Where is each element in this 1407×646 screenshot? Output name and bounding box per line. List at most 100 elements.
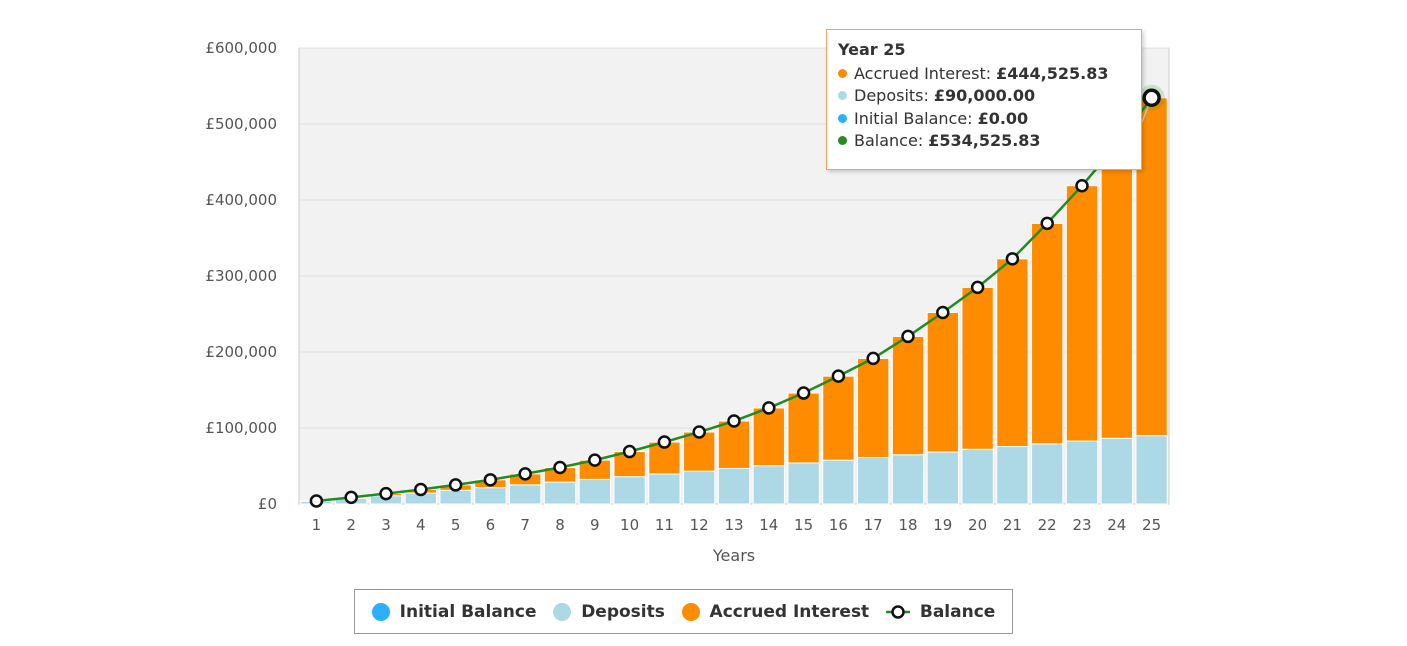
x-tick-label: 10 — [620, 516, 639, 534]
deposits-legend-icon — [553, 602, 572, 621]
x-tick-label: 6 — [486, 516, 496, 534]
tooltip-label: Initial Balance: — [854, 108, 973, 128]
accrued-interest-legend-icon — [681, 602, 700, 621]
x-tick-label: 14 — [759, 516, 778, 534]
y-tick-label: £300,000 — [205, 267, 277, 285]
x-tick-label: 19 — [933, 516, 952, 534]
y-tick-label: £500,000 — [205, 115, 277, 133]
balance-point — [762, 401, 776, 415]
bar-accrued-interest — [717, 420, 751, 469]
balance-point — [692, 425, 706, 439]
bar-deposits — [891, 454, 925, 505]
legend-item-initial-balance[interactable]: Initial Balance — [371, 601, 537, 622]
bar-accrued-interest — [1100, 144, 1133, 439]
balance-point — [553, 460, 567, 475]
x-tick-label: 18 — [898, 516, 917, 534]
bar-accrued-interest — [1031, 222, 1064, 445]
x-tick-label: 13 — [724, 516, 743, 534]
balance-point — [1040, 216, 1054, 231]
balance-point — [622, 444, 637, 459]
y-tick-label: £200,000 — [205, 343, 277, 361]
y-tick-label: £100,000 — [205, 419, 277, 437]
legend-item-balance[interactable]: Balance — [885, 601, 996, 622]
balance-line-legend-icon — [885, 604, 910, 619]
bar-accrued-interest — [822, 375, 855, 461]
legend-label: Deposits — [581, 601, 665, 622]
x-tick-label: 4 — [416, 516, 426, 534]
x-tick-label: 25 — [1142, 516, 1161, 534]
y-tick-label: £400,000 — [205, 191, 277, 209]
tooltip-label: Deposits: — [854, 86, 929, 106]
balance-point — [379, 486, 393, 501]
x-tick-label: 24 — [1107, 516, 1126, 534]
balance-point-highlighted — [1142, 88, 1161, 108]
balance-point — [727, 414, 741, 428]
bar-deposits — [996, 446, 1029, 505]
balance-point — [796, 386, 811, 400]
balance-point — [309, 494, 324, 508]
legend-label: Accrued Interest — [709, 601, 870, 622]
bar-deposits — [543, 481, 577, 505]
bar-deposits — [787, 462, 820, 505]
bar-deposits — [1135, 435, 1168, 505]
bar-deposits — [509, 484, 542, 505]
x-tick-label: 23 — [1072, 516, 1091, 534]
x-tick-label: 17 — [864, 516, 883, 534]
x-tick-label: 1 — [312, 516, 322, 534]
balance-point — [831, 369, 846, 383]
balance-point — [344, 490, 358, 505]
bar-deposits — [613, 476, 646, 505]
balance-point — [483, 473, 498, 487]
bar-accrued-interest — [926, 311, 959, 453]
accrued-interest-dot-icon — [838, 68, 847, 78]
legend-label: Balance — [919, 601, 996, 622]
bar-deposits — [717, 467, 751, 505]
x-tick-label: 7 — [520, 516, 530, 534]
bar-deposits — [926, 451, 959, 505]
bar-deposits — [857, 456, 890, 505]
bar-deposits — [1065, 440, 1099, 505]
tooltip-row-accrued-interest: Accrued Interest: £444,525.83 — [838, 62, 1130, 85]
x-axis-ticks: 1 2 3 4 5 6 7 8 9 10 11 12 13 14 15 16 17 18 19 20 21 22 23 24 2… — [312, 516, 1162, 534]
x-tick-label: 11 — [655, 516, 674, 534]
y-axis-ticks: £0 £100,000 £200,000 £300,000 £400,000 £500,0… — [205, 39, 277, 513]
x-tick-label: 2 — [346, 516, 356, 534]
x-tick-label: 8 — [555, 516, 565, 534]
bar-series — [300, 97, 1168, 505]
bar-deposits — [822, 459, 855, 505]
legend-item-deposits[interactable]: Deposits — [553, 602, 665, 622]
x-tick-label: 22 — [1038, 516, 1057, 534]
bar-deposits — [683, 470, 716, 505]
initial-balance-dot-icon — [838, 113, 847, 123]
balance-dot-icon — [838, 136, 847, 146]
bar-accrued-interest — [787, 392, 820, 464]
balance-point — [657, 435, 672, 449]
balance-point — [1005, 252, 1020, 266]
balance-point — [866, 351, 880, 366]
tooltip-row-balance: Balance: £534,525.83 — [838, 130, 1130, 153]
x-tick-label: 16 — [829, 516, 848, 534]
bar-accrued-interest — [857, 357, 890, 458]
deposits-dot-icon — [838, 91, 847, 101]
tooltip: Year 25 Accrued Interest: £444,525.83 De… — [826, 29, 1142, 170]
balance-point — [970, 280, 985, 295]
tooltip-label: Balance: — [854, 131, 924, 151]
balance-point — [518, 467, 532, 481]
tooltip-value: £534,525.83 — [928, 131, 1041, 151]
bar-accrued-interest — [996, 258, 1029, 448]
bar-deposits — [1031, 443, 1064, 505]
tooltip-value: £0.00 — [977, 108, 1029, 128]
bar-deposits — [474, 487, 507, 505]
legend-label: Initial Balance — [399, 601, 537, 622]
tooltip-title: Year 25 — [838, 40, 906, 59]
x-tick-label: 3 — [381, 516, 391, 534]
x-tick-label: 9 — [590, 516, 600, 534]
bar-deposits — [752, 465, 785, 505]
tooltip-value: £444,525.83 — [996, 63, 1109, 83]
balance-point — [448, 478, 463, 492]
tooltip-label: Accrued Interest: — [854, 63, 992, 83]
bar-accrued-interest — [961, 286, 994, 450]
balance-point — [901, 329, 915, 344]
legend-item-accrued-interest[interactable]: Accrued Interest — [681, 601, 870, 622]
